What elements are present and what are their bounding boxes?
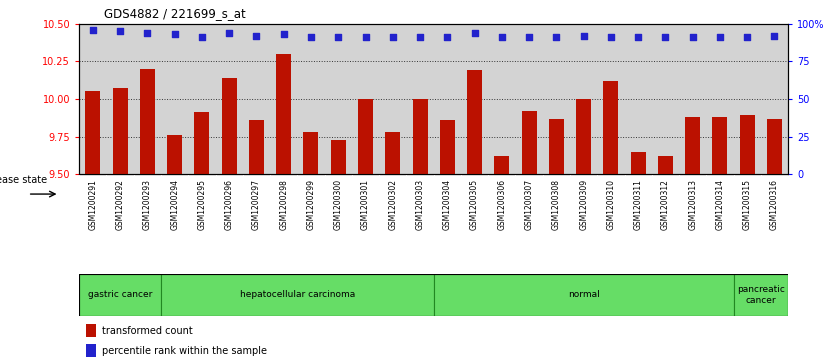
Text: GSM1200297: GSM1200297 xyxy=(252,179,261,230)
Text: GSM1200304: GSM1200304 xyxy=(443,179,452,231)
Text: GSM1200308: GSM1200308 xyxy=(552,179,561,230)
Bar xyxy=(167,135,182,174)
Point xyxy=(768,33,781,38)
Text: GSM1200296: GSM1200296 xyxy=(224,179,234,230)
Bar xyxy=(276,54,291,174)
Text: gastric cancer: gastric cancer xyxy=(88,290,153,299)
Text: GSM1200295: GSM1200295 xyxy=(198,179,207,230)
Text: GSM1200305: GSM1200305 xyxy=(470,179,479,231)
Point xyxy=(359,34,372,40)
Text: GSM1200302: GSM1200302 xyxy=(389,179,397,230)
Bar xyxy=(140,69,155,174)
Text: GSM1200312: GSM1200312 xyxy=(661,179,670,230)
Bar xyxy=(576,99,591,174)
Bar xyxy=(549,118,564,174)
Point xyxy=(713,34,726,40)
Text: GSM1200313: GSM1200313 xyxy=(688,179,697,230)
Bar xyxy=(161,274,434,316)
Bar xyxy=(385,132,400,174)
Text: percentile rank within the sample: percentile rank within the sample xyxy=(102,346,267,356)
Point xyxy=(495,34,509,40)
Point xyxy=(332,34,345,40)
Text: GSM1200292: GSM1200292 xyxy=(116,179,124,230)
Point xyxy=(604,34,617,40)
Bar xyxy=(331,140,346,174)
Point xyxy=(686,34,700,40)
Bar xyxy=(440,120,455,174)
Point xyxy=(468,30,481,36)
Point xyxy=(304,34,318,40)
Text: GSM1200293: GSM1200293 xyxy=(143,179,152,230)
Point xyxy=(168,31,181,37)
Bar xyxy=(113,88,128,174)
Point xyxy=(659,34,672,40)
Text: GSM1200294: GSM1200294 xyxy=(170,179,179,230)
Point xyxy=(249,33,263,38)
Point xyxy=(195,34,208,40)
Bar xyxy=(194,113,209,174)
Bar xyxy=(87,344,96,357)
Text: GSM1200303: GSM1200303 xyxy=(415,179,425,231)
Point xyxy=(414,34,427,40)
Bar xyxy=(495,156,510,174)
Text: GSM1200316: GSM1200316 xyxy=(770,179,779,230)
Text: GSM1200310: GSM1200310 xyxy=(606,179,615,230)
Point xyxy=(277,31,290,37)
Point xyxy=(741,34,754,40)
Text: normal: normal xyxy=(568,290,600,299)
Point xyxy=(440,34,454,40)
Bar xyxy=(734,274,788,316)
Text: transformed count: transformed count xyxy=(102,326,193,336)
Bar xyxy=(222,78,237,174)
Text: GSM1200306: GSM1200306 xyxy=(497,179,506,231)
Bar xyxy=(79,274,161,316)
Bar xyxy=(304,132,319,174)
Point xyxy=(223,30,236,36)
Text: GDS4882 / 221699_s_at: GDS4882 / 221699_s_at xyxy=(104,7,246,20)
Text: pancreatic
cancer: pancreatic cancer xyxy=(737,285,785,305)
Bar xyxy=(467,70,482,174)
Bar xyxy=(85,91,100,174)
Point xyxy=(113,28,127,34)
Bar xyxy=(358,99,373,174)
Text: GSM1200298: GSM1200298 xyxy=(279,179,289,230)
Bar xyxy=(631,152,646,174)
Text: GSM1200301: GSM1200301 xyxy=(361,179,370,230)
Point xyxy=(550,34,563,40)
Bar xyxy=(87,324,96,337)
Text: GSM1200291: GSM1200291 xyxy=(88,179,98,230)
Text: GSM1200311: GSM1200311 xyxy=(634,179,643,230)
Point xyxy=(86,27,99,33)
Text: GSM1200314: GSM1200314 xyxy=(716,179,725,230)
Bar xyxy=(413,99,428,174)
Text: GSM1200299: GSM1200299 xyxy=(306,179,315,230)
Bar xyxy=(521,111,536,174)
Bar xyxy=(604,81,618,174)
Point xyxy=(631,34,645,40)
Text: GSM1200307: GSM1200307 xyxy=(525,179,534,231)
Text: GSM1200309: GSM1200309 xyxy=(579,179,588,231)
Bar xyxy=(434,274,734,316)
Text: GSM1200315: GSM1200315 xyxy=(743,179,751,230)
Bar xyxy=(658,156,673,174)
Bar xyxy=(740,115,755,174)
Point xyxy=(141,30,154,36)
Bar xyxy=(712,117,727,174)
Text: disease state: disease state xyxy=(0,175,48,185)
Point xyxy=(522,34,535,40)
Bar xyxy=(249,120,264,174)
Bar xyxy=(686,117,701,174)
Text: hepatocellular carcinoma: hepatocellular carcinoma xyxy=(239,290,355,299)
Text: GSM1200300: GSM1200300 xyxy=(334,179,343,231)
Bar xyxy=(767,118,782,174)
Point xyxy=(386,34,399,40)
Point xyxy=(577,33,590,38)
